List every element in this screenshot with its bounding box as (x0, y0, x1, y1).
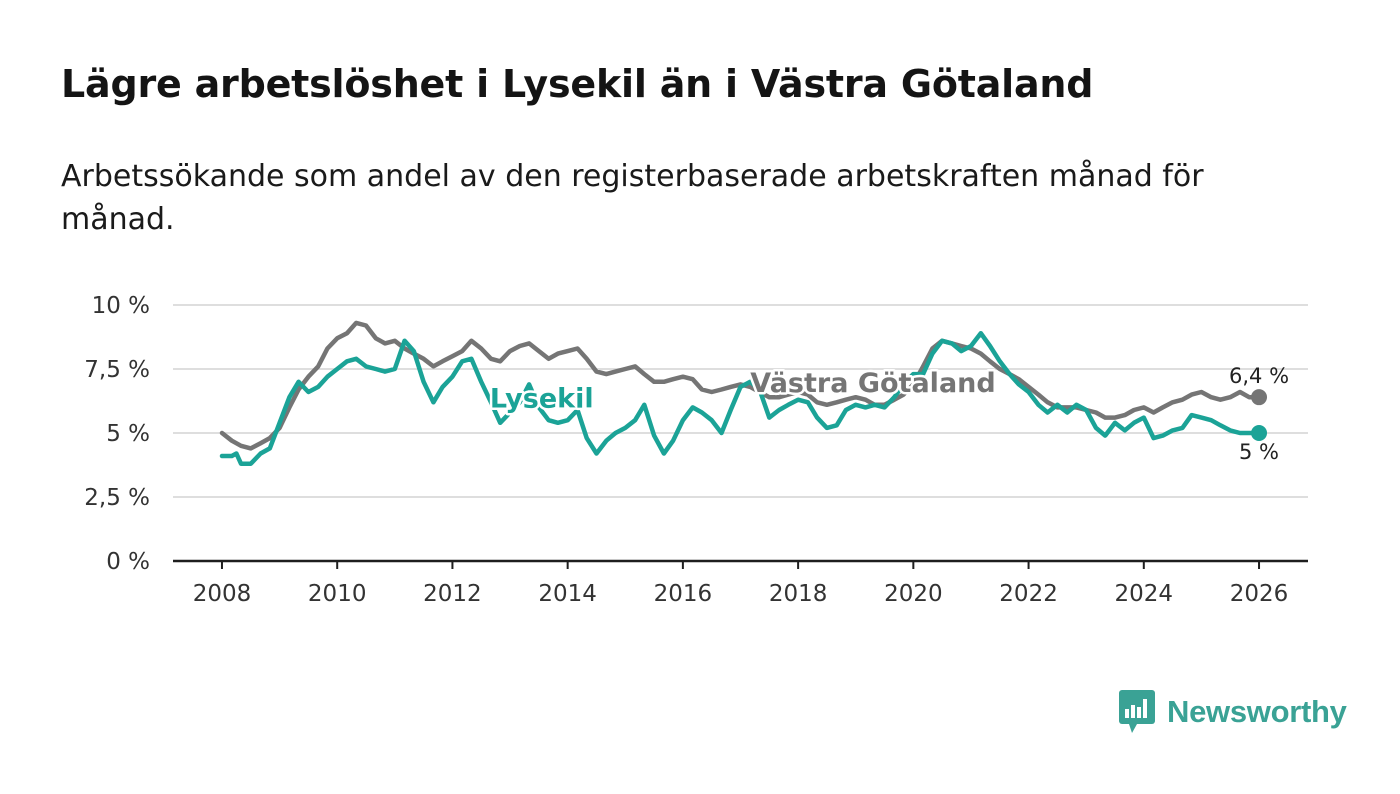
x-tick-label: 2022 (999, 581, 1058, 607)
x-tick-label: 2008 (193, 581, 252, 607)
y-tick-label: 0 % (106, 549, 150, 575)
brand-name: Newsworthy (1167, 694, 1347, 729)
x-tick-label: 2010 (308, 581, 367, 607)
brand-logo: Newsworthy (1119, 690, 1347, 734)
chart-subtitle: Arbetssökande som andel av den registerb… (61, 159, 1204, 237)
end-point-lysekil (1251, 425, 1268, 441)
x-tick-label: 2012 (423, 581, 482, 607)
series-line-lysekil (219, 330, 1262, 466)
chart-title: Lägre arbetslöshet i Lysekil än i Västra… (61, 62, 1094, 106)
x-tick-label: 2026 (1230, 581, 1289, 607)
newsworthy-logo-icon (1119, 690, 1155, 733)
y-tick-label: 7,5 % (84, 357, 150, 383)
x-tick-label: 2016 (654, 581, 713, 607)
series-label-v-stra-g-taland: Västra Götaland (750, 368, 995, 399)
x-tick-label: 2018 (769, 581, 828, 607)
y-tick-label: 10 % (92, 293, 150, 319)
end-point-v-stra-g-taland (1251, 389, 1268, 406)
x-tick-label: 2014 (538, 581, 597, 607)
series-label-lysekil: Lysekil (490, 383, 594, 414)
end-label-lysekil: 5 % (1239, 440, 1279, 464)
x-tick-label: 2024 (1115, 581, 1174, 607)
y-tick-label: 2,5 % (84, 485, 150, 511)
end-label-v-stra-g-taland: 6,4 % (1229, 364, 1289, 388)
y-tick-label: 5 % (106, 421, 150, 447)
x-tick-label: 2020 (884, 581, 943, 607)
